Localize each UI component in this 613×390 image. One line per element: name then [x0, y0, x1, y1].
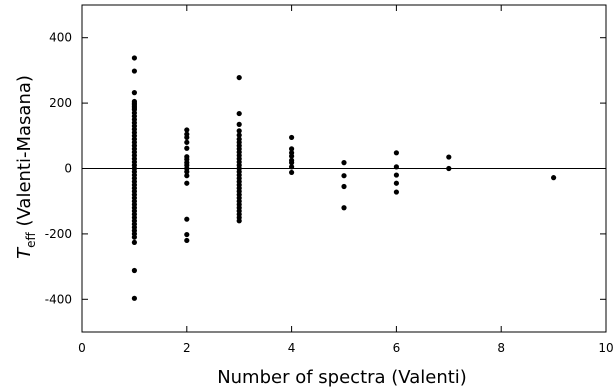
data-point	[446, 154, 452, 160]
data-point	[289, 169, 295, 176]
y-tick-label: -400	[45, 292, 72, 306]
x-tick-label: 0	[78, 341, 86, 355]
data-point	[184, 237, 190, 244]
data-point	[446, 165, 452, 172]
data-point	[289, 146, 295, 152]
y-axis-label-rest: (Valenti-Masana)	[14, 75, 35, 232]
data-point	[131, 68, 137, 74]
data-point	[184, 216, 190, 222]
x-axis-label: Number of spectra (Valenti)	[217, 367, 467, 388]
data-point	[236, 121, 242, 127]
data-point	[184, 173, 190, 179]
data-point	[236, 74, 242, 81]
data-point	[131, 234, 137, 240]
plot-frame	[81, 4, 607, 333]
data-point	[341, 183, 347, 190]
x-tick-label: 8	[497, 341, 505, 355]
data-point	[236, 128, 242, 134]
data-point	[236, 218, 242, 224]
data-point	[184, 145, 190, 151]
data-point	[131, 55, 137, 61]
y-axis-symbol: T	[14, 246, 35, 259]
data-point	[184, 139, 190, 145]
y-axis-subscript: eff	[24, 232, 38, 248]
x-tick-label: 6	[393, 341, 401, 355]
data-point	[236, 132, 242, 138]
y-tick-label: -200	[45, 227, 72, 241]
x-tick-label: 10	[598, 341, 613, 355]
data-point	[393, 189, 399, 195]
y-tick-label: 400	[49, 31, 72, 45]
data-point	[393, 172, 399, 178]
data-point	[289, 160, 295, 166]
data-point	[289, 164, 295, 170]
data-point	[184, 231, 190, 238]
data-point	[131, 239, 137, 246]
data-point	[289, 153, 295, 159]
x-ticks: 0 2 4 6 8 10	[78, 5, 613, 355]
x-tick-label: 2	[183, 341, 191, 355]
data-point	[131, 90, 137, 96]
data-point	[236, 110, 242, 117]
data-point	[184, 169, 190, 175]
data-point	[393, 164, 399, 170]
data-point	[184, 127, 190, 133]
data-point	[341, 173, 347, 179]
data-point	[341, 160, 347, 166]
y-ticks: -400 -200 0 200 400	[45, 31, 606, 306]
data-point	[184, 180, 190, 186]
data-point	[341, 205, 347, 211]
data-point	[131, 295, 137, 301]
y-axis-label: Teff (Valenti-Masana)	[14, 75, 38, 259]
y-tick-label: 0	[64, 162, 72, 176]
data-point	[393, 180, 399, 186]
data-point	[551, 175, 557, 181]
data-point	[184, 134, 190, 141]
data-point	[131, 267, 137, 274]
data-point	[289, 134, 295, 141]
data-point	[393, 150, 399, 156]
x-tick-label: 4	[288, 341, 296, 355]
points-group	[131, 55, 557, 301]
y-tick-label: 200	[49, 96, 72, 110]
